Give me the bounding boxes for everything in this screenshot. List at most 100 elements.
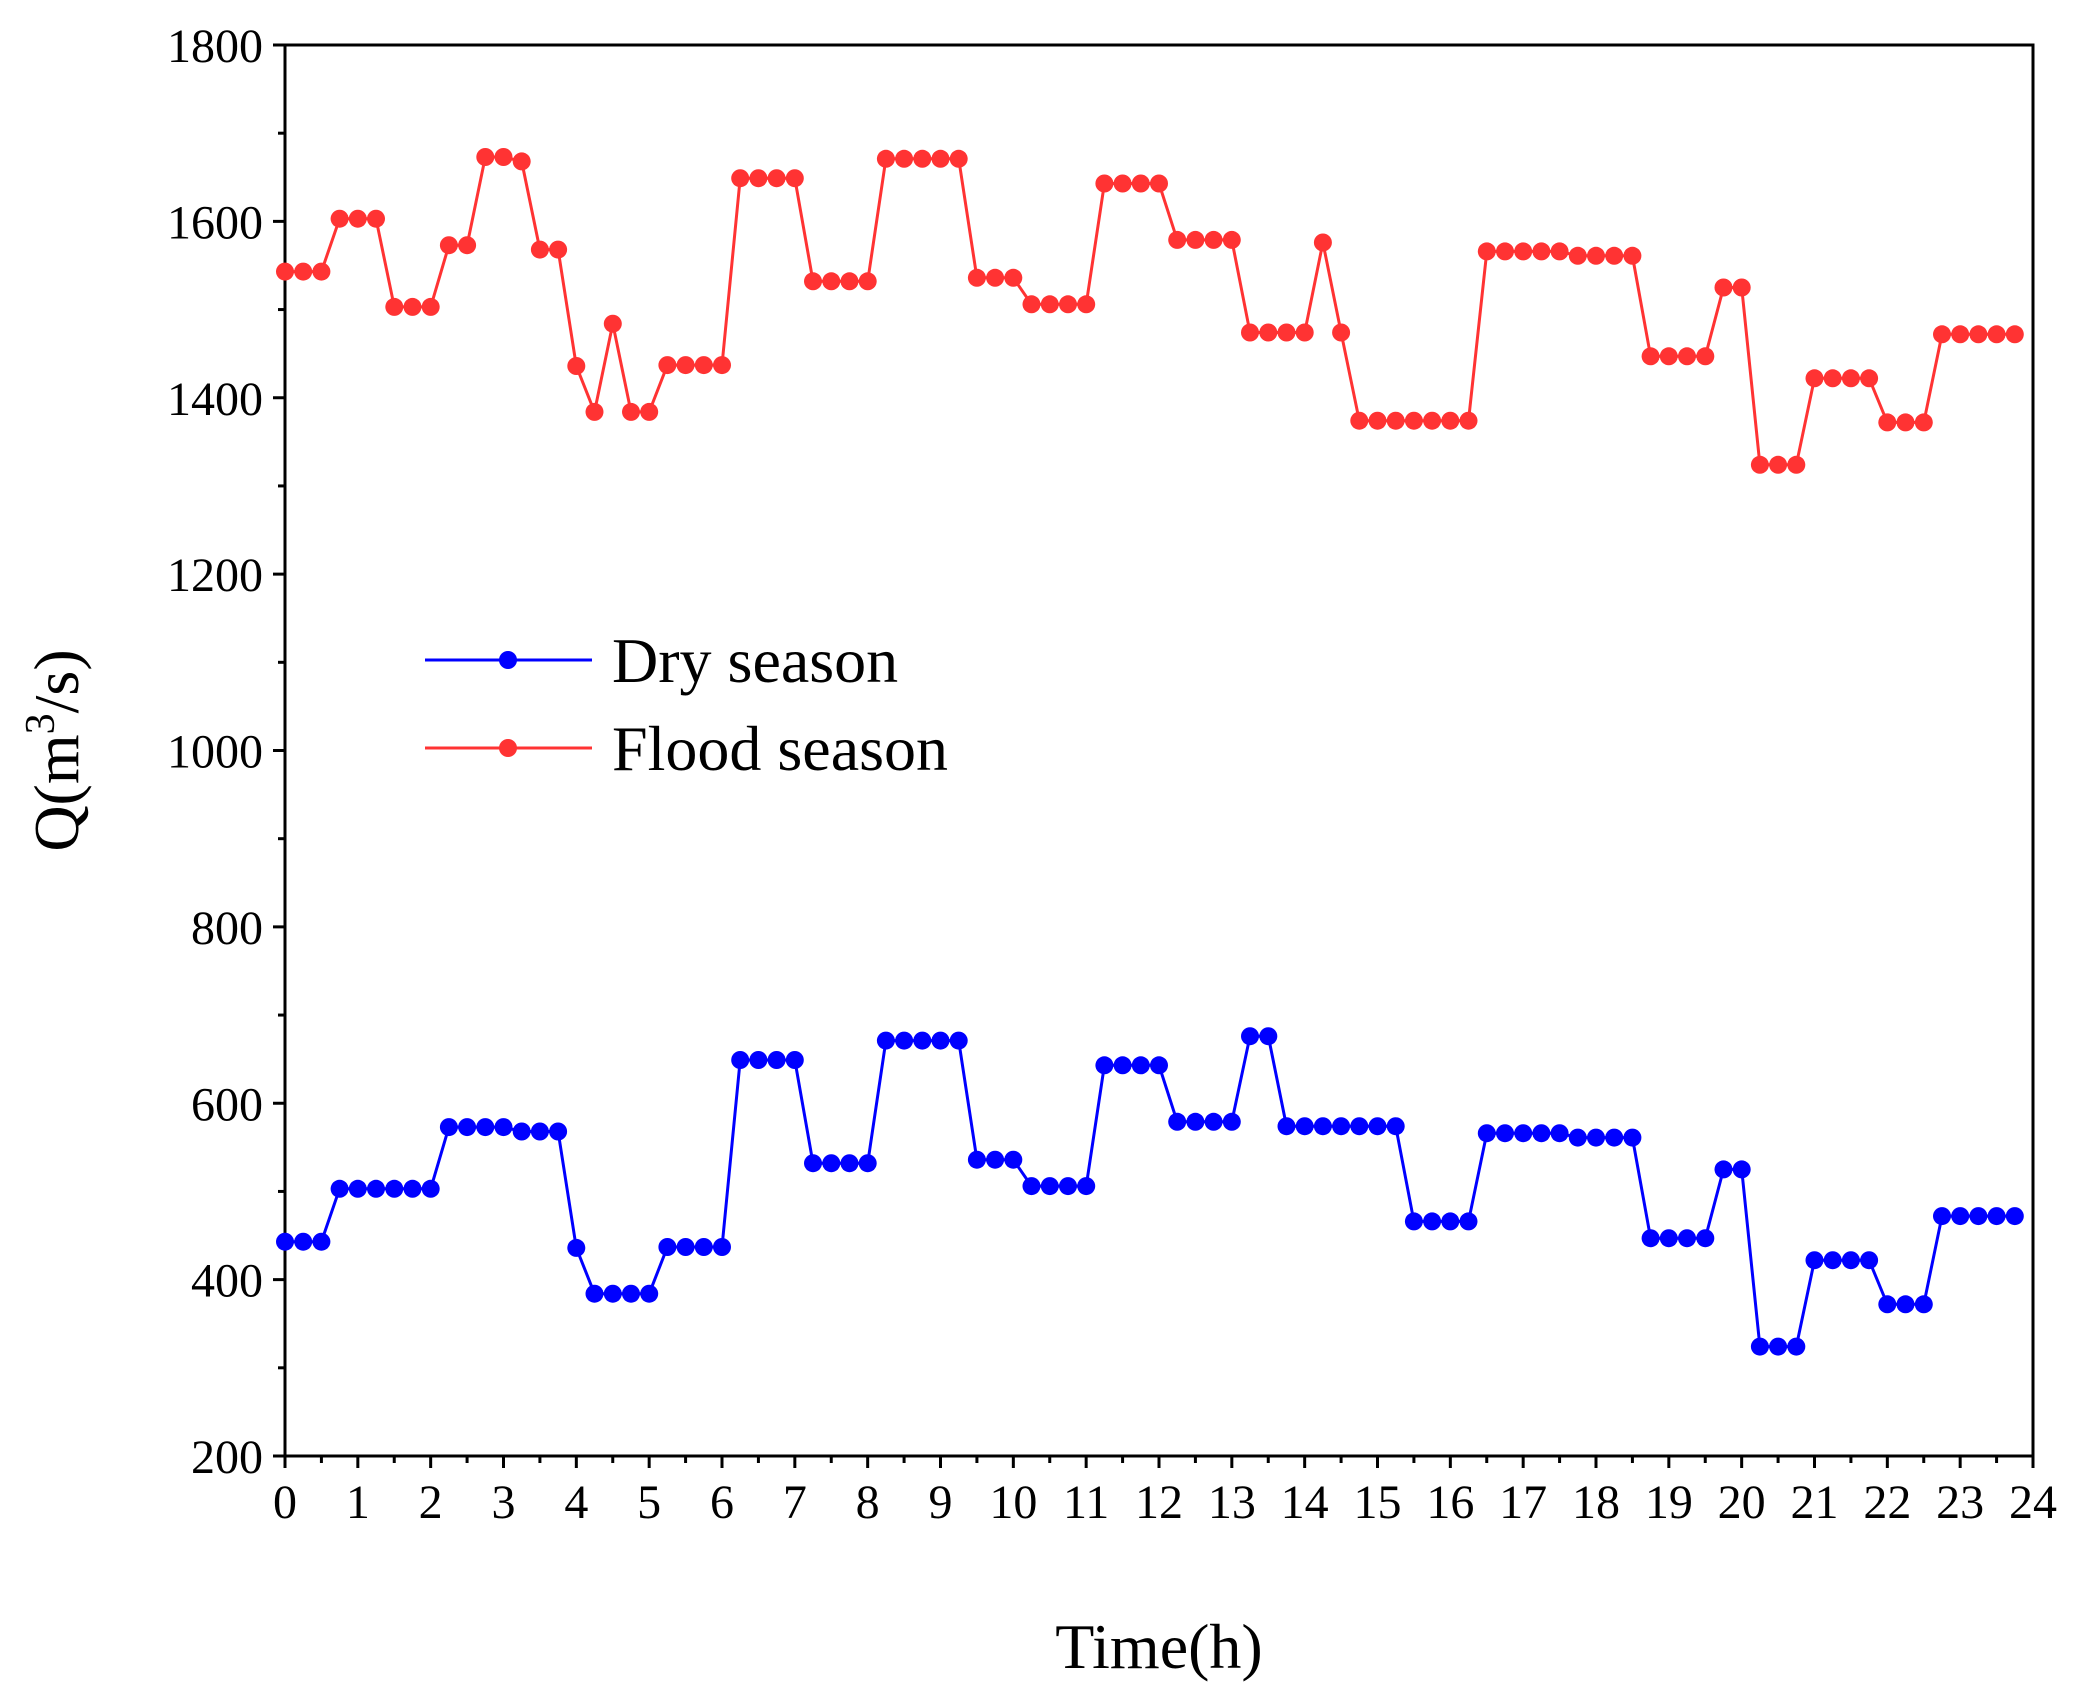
data-point-dry-season: [1641, 1229, 1660, 1248]
data-point-dry-season: [1969, 1207, 1988, 1226]
data-point-dry-season: [1587, 1128, 1605, 1147]
x-tick-label: 8: [856, 1476, 880, 1529]
data-point-flood-season: [1714, 278, 1733, 297]
data-point-flood-season: [403, 297, 422, 316]
x-axis-title: Time(h): [1055, 1611, 1262, 1682]
data-point-dry-season: [1095, 1056, 1114, 1075]
y-tick-label: 1000: [167, 726, 263, 779]
data-point-flood-season: [931, 149, 950, 168]
data-point-flood-season: [421, 297, 440, 316]
data-point-flood-season: [1186, 230, 1205, 249]
x-tick-label: 21: [1791, 1476, 1839, 1529]
x-tick-label: 10: [989, 1476, 1037, 1529]
data-point-flood-season: [1568, 246, 1587, 265]
data-point-flood-season: [949, 149, 968, 168]
x-tick-label: 1: [346, 1476, 370, 1529]
data-point-flood-season: [895, 149, 914, 168]
data-point-flood-season: [1259, 323, 1278, 342]
data-point-flood-season: [1696, 347, 1715, 366]
data-point-flood-season: [1623, 246, 1642, 265]
data-point-flood-season: [1131, 174, 1150, 193]
data-point-dry-season: [1823, 1251, 1842, 1270]
data-point-dry-season: [1496, 1124, 1514, 1143]
data-point-flood-season: [348, 209, 367, 228]
data-point-flood-season: [1040, 295, 1059, 314]
data-point-flood-season: [494, 148, 513, 166]
x-tick-label: 20: [1718, 1476, 1766, 1529]
data-point-dry-season: [913, 1031, 932, 1050]
legend-marker-flood-season: [499, 739, 517, 757]
x-tick-label: 9: [929, 1476, 953, 1529]
data-point-flood-season: [622, 402, 640, 421]
data-point-flood-season: [785, 169, 804, 188]
data-point-dry-season: [1040, 1177, 1059, 1196]
data-point-flood-season: [476, 148, 495, 166]
data-point-flood-season: [1678, 347, 1696, 366]
data-point-dry-season: [767, 1051, 786, 1069]
data-point-dry-season: [1933, 1207, 1951, 1226]
y-tick-label: 200: [191, 1431, 263, 1484]
data-point-flood-season: [1204, 230, 1223, 249]
data-point-dry-season: [439, 1118, 458, 1137]
data-point-dry-season: [640, 1284, 659, 1303]
data-point-flood-season: [1769, 455, 1788, 474]
y-tick-label: 800: [191, 902, 263, 955]
data-point-flood-season: [1095, 174, 1114, 193]
data-point-dry-season: [1350, 1117, 1369, 1136]
data-point-flood-season: [1841, 369, 1860, 388]
data-point-flood-season: [1277, 323, 1296, 342]
data-point-flood-season: [1878, 413, 1897, 432]
series-line-dry-season: [285, 1034, 2015, 1349]
data-point-dry-season: [949, 1031, 968, 1050]
data-point-dry-season: [476, 1118, 495, 1137]
data-point-dry-season: [294, 1232, 313, 1251]
x-tick-label: 7: [783, 1476, 807, 1529]
data-point-dry-season: [1896, 1295, 1915, 1314]
data-point-flood-season: [913, 149, 932, 168]
data-point-dry-season: [1259, 1027, 1278, 1046]
data-point-dry-season: [676, 1238, 695, 1256]
data-point-dry-season: [458, 1118, 477, 1137]
data-point-flood-season: [1350, 411, 1369, 430]
data-point-flood-season: [330, 209, 349, 228]
data-point-flood-season: [1222, 230, 1241, 249]
data-point-dry-season: [1769, 1337, 1788, 1356]
axis-ticks: 0 1 2 3 4 5 6 7 8 9 10 11 12 13 14 15 16 17 18 19 20 21 22 23 24…: [167, 20, 2057, 1529]
data-point-flood-season: [1896, 413, 1915, 432]
y-axis-title-end: /s): [21, 649, 92, 713]
data-point-flood-season: [1441, 411, 1460, 430]
data-point-dry-season: [1605, 1128, 1624, 1147]
data-point-flood-season: [1241, 323, 1259, 342]
data-point-dry-season: [967, 1150, 986, 1169]
data-point-flood-season: [1386, 411, 1405, 430]
data-point-flood-season: [1077, 295, 1096, 314]
data-point-dry-season: [1841, 1251, 1860, 1270]
legend-label-dry-season: Dry season: [612, 625, 898, 696]
data-point-dry-season: [1441, 1212, 1460, 1231]
data-point-dry-season: [1659, 1229, 1678, 1248]
x-tick-label: 13: [1208, 1476, 1256, 1529]
x-tick-label: 0: [273, 1476, 297, 1529]
data-point-flood-season: [840, 272, 859, 291]
data-point-flood-season: [1532, 242, 1551, 261]
data-point-flood-season: [1550, 242, 1569, 261]
data-point-dry-season: [1277, 1117, 1296, 1136]
data-point-flood-season: [986, 268, 1005, 287]
data-point-flood-season: [1423, 411, 1442, 430]
data-point-dry-season: [1550, 1124, 1569, 1143]
data-point-dry-season: [1532, 1124, 1551, 1143]
data-point-dry-season: [1168, 1112, 1187, 1131]
data-point-dry-season: [421, 1179, 440, 1198]
data-point-dry-season: [2005, 1207, 2024, 1226]
data-point-dry-season: [1787, 1337, 1806, 1356]
y-tick-label: 1200: [167, 549, 263, 602]
x-tick-label: 24: [2009, 1476, 2057, 1529]
x-tick-label: 5: [637, 1476, 661, 1529]
data-point-dry-season: [749, 1051, 768, 1069]
data-point-dry-season: [512, 1122, 531, 1141]
data-point-flood-season: [1477, 242, 1496, 261]
data-point-flood-season: [1787, 455, 1806, 474]
data-point-dry-season: [1732, 1160, 1751, 1179]
legend-marker-dry-season: [499, 651, 517, 669]
series-dry-season: [276, 1027, 2024, 1356]
